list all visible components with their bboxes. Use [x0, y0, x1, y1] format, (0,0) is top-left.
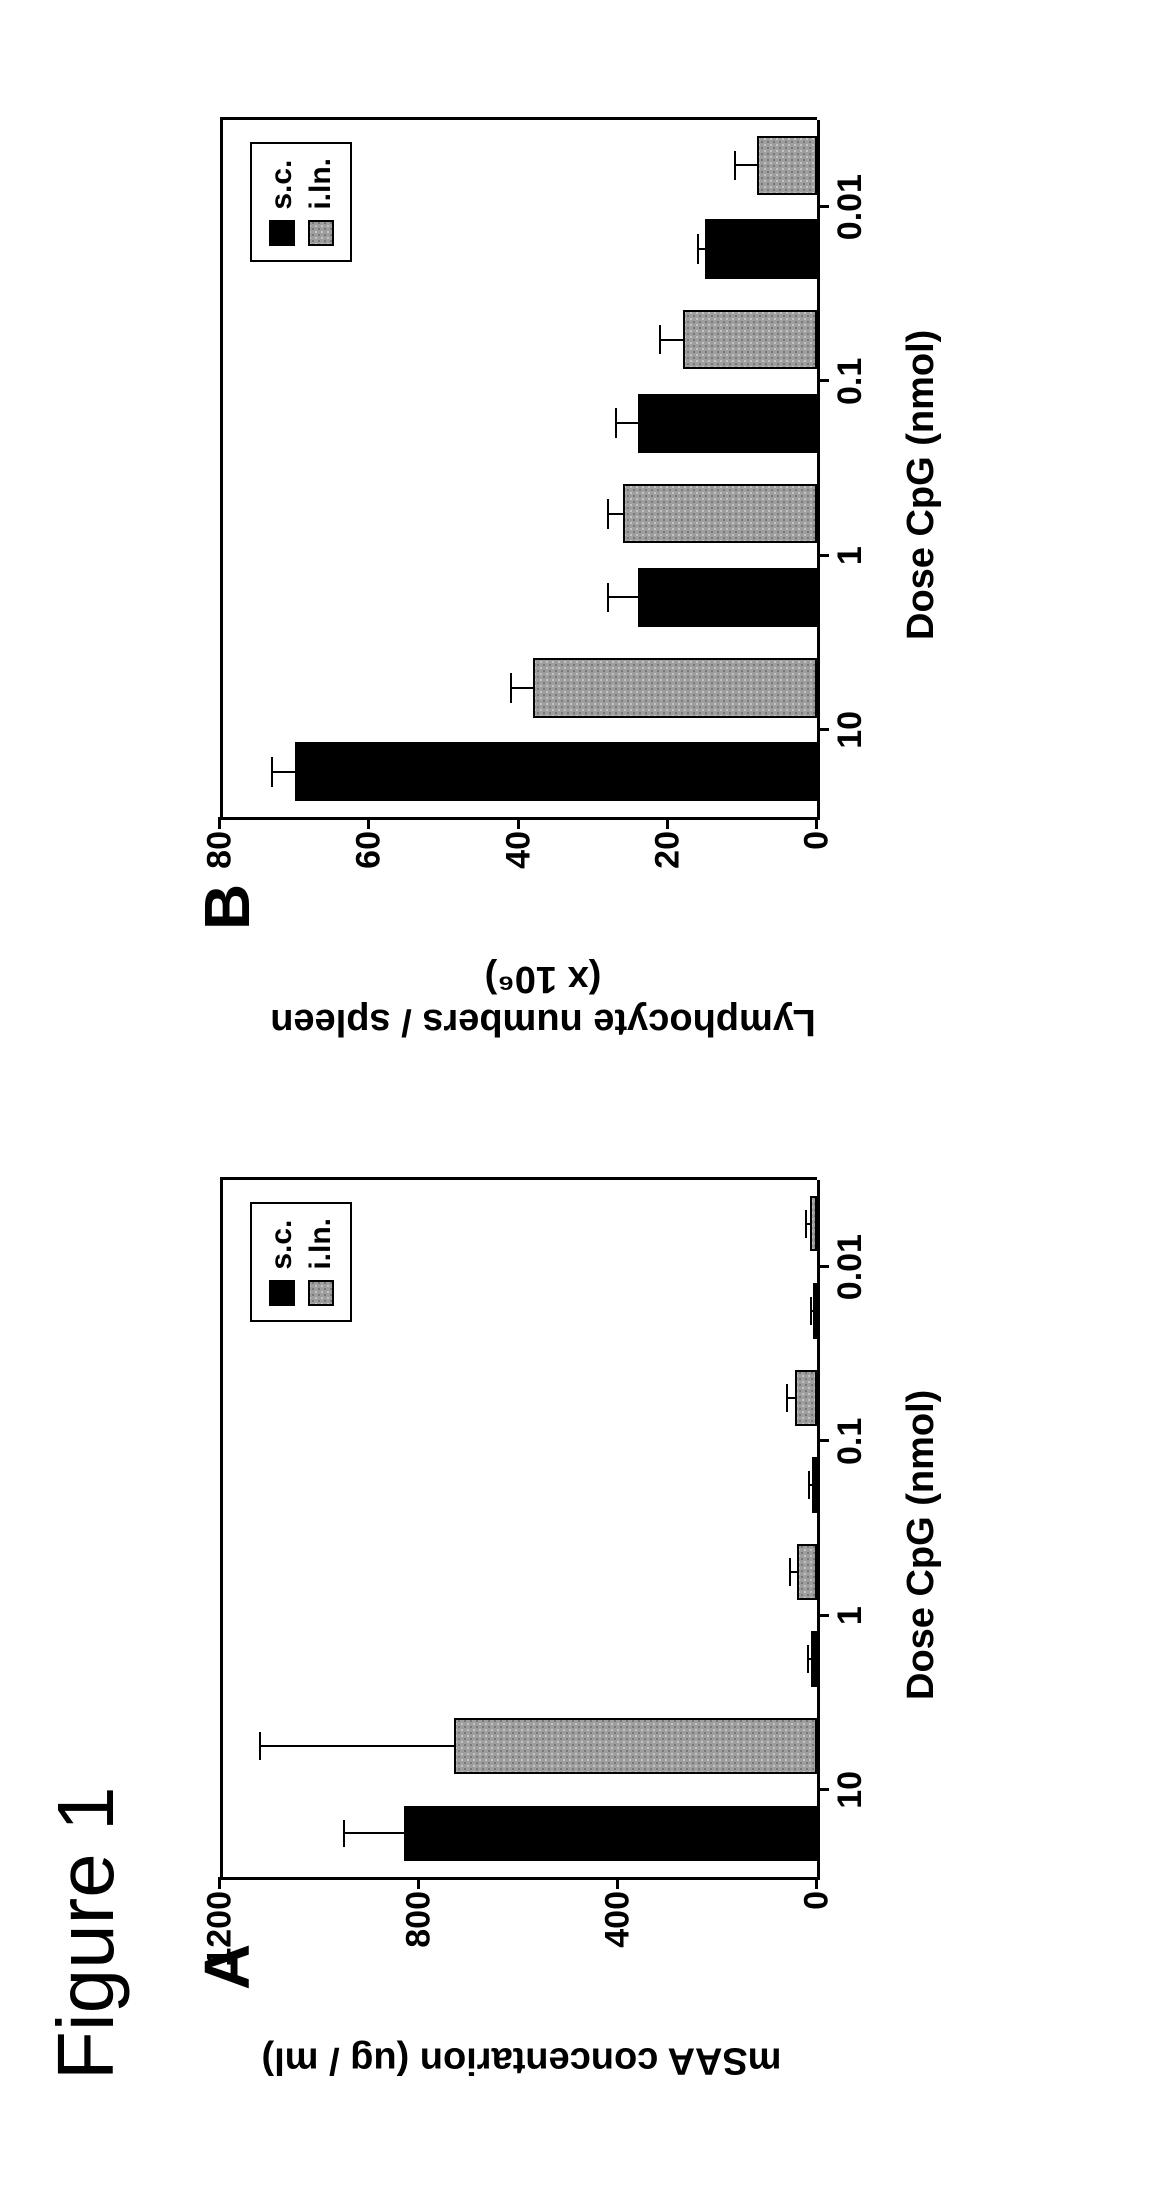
panel-a-chart: 040080012001010.10.01s.c.i.ln. [220, 1180, 820, 1880]
bar-iln [797, 1544, 817, 1600]
error-bar [616, 422, 638, 424]
bar-sc [812, 1457, 817, 1513]
error-cap [259, 1732, 261, 1760]
plot-border-right [220, 117, 817, 120]
legend-label: i.ln. [301, 158, 340, 210]
legend-label: i.ln. [301, 1218, 340, 1270]
x-tick-mark [817, 205, 829, 208]
error-bar [260, 1745, 454, 1747]
x-tick-mark [817, 1788, 829, 1791]
legend-item: s.c. [262, 1218, 301, 1306]
error-bar [272, 771, 294, 773]
panel-b-plot-area: 0204060801010.10.01s.c.i.ln. [220, 120, 820, 820]
panel-b-ylabel: Lymphocyte numbers / spleen (x 10⁶) [223, 957, 863, 1043]
error-cap [607, 499, 609, 529]
error-cap [510, 673, 512, 703]
panel-a-ylabel-text: mSAA concentarion (ug / ml) [261, 2040, 781, 2082]
bar-iln [454, 1718, 817, 1774]
x-tick-mark [817, 1614, 829, 1617]
legend-label: s.c. [262, 1220, 301, 1270]
panel-a-plot-area: 040080012001010.10.01s.c.i.ln. [220, 1180, 820, 1880]
x-tick-mark [817, 379, 829, 382]
figure-title: Figure 1 [40, 1787, 132, 2080]
bar-iln [757, 136, 817, 195]
legend-swatch [269, 1280, 295, 1306]
bar-sc [404, 1806, 817, 1862]
y-tick-mark [815, 817, 818, 829]
legend-swatch [308, 220, 334, 246]
y-tick-mark [517, 817, 520, 829]
plot-border-right [220, 1177, 817, 1180]
legend-swatch [269, 220, 295, 246]
error-cap [810, 1297, 812, 1325]
x-tick-mark [817, 1265, 829, 1268]
plot-border-top [220, 120, 223, 817]
bar-sc [295, 742, 817, 801]
error-bar [344, 1832, 404, 1834]
error-bar [608, 513, 623, 515]
panel-b-ylabel-text: Lymphocyte numbers / spleen [270, 1001, 816, 1043]
error-bar [790, 1571, 797, 1573]
bar-sc [638, 394, 817, 453]
error-cap [343, 1820, 345, 1848]
y-tick-mark [666, 817, 669, 829]
y-tick-mark [218, 817, 221, 829]
panel-b-xlabel: Dose CpG (nmol) [900, 330, 943, 640]
panel-b-chart: 0204060801010.10.01s.c.i.ln. [220, 120, 820, 820]
panel-a-xlabel: Dose CpG (nmol) [900, 1390, 943, 1700]
error-bar [735, 164, 757, 166]
legend: s.c.i.ln. [250, 142, 352, 262]
error-cap [615, 408, 617, 438]
x-tick-mark [817, 728, 829, 731]
plot-border-top [220, 1180, 223, 1877]
bar-iln [623, 484, 817, 543]
error-cap [697, 234, 699, 264]
panel-a: A mSAA concentarion (ug / ml) 0400800120… [200, 1120, 1020, 2080]
x-tick-mark [817, 1439, 829, 1442]
y-tick-mark [616, 1877, 619, 1889]
legend-item: i.ln. [301, 158, 340, 246]
error-bar [608, 596, 638, 598]
error-cap [807, 1645, 809, 1673]
bar-sc [705, 219, 817, 278]
x-tick-mark [817, 554, 829, 557]
legend-item: i.ln. [301, 1218, 340, 1306]
bar-sc [811, 1631, 817, 1687]
error-bar [698, 248, 705, 250]
panel-b-label: B [190, 884, 264, 930]
error-cap [659, 325, 661, 355]
bar-iln [795, 1370, 817, 1426]
error-cap [271, 757, 273, 787]
y-tick-mark [417, 1877, 420, 1889]
error-bar [511, 687, 533, 689]
error-cap [734, 151, 736, 181]
error-bar [660, 339, 682, 341]
panel-b-ylabel-sub: (x 10⁶) [223, 957, 863, 1000]
bar-sc [638, 568, 817, 627]
panel-a-ylabel: mSAA concentarion (ug / ml) [202, 2039, 842, 2082]
error-cap [805, 1210, 807, 1238]
error-cap [789, 1558, 791, 1586]
y-tick-label: 1200 [201, 1877, 240, 1967]
rotated-canvas: Figure 1 A mSAA concentarion (ug / ml) 0… [0, 0, 1156, 2200]
bar-sc [813, 1283, 817, 1339]
panel-b: B Lymphocyte numbers / spleen (x 10⁶) 02… [200, 60, 1020, 1020]
y-tick-mark [367, 817, 370, 829]
error-cap [808, 1471, 810, 1499]
error-cap [607, 583, 609, 613]
bar-iln [533, 658, 817, 717]
legend-label: s.c. [262, 160, 301, 210]
legend-swatch [308, 1280, 334, 1306]
error-cap [786, 1384, 788, 1412]
bar-iln [683, 310, 817, 369]
legend-item: s.c. [262, 158, 301, 246]
bar-iln [810, 1196, 817, 1252]
legend: s.c.i.ln. [250, 1202, 352, 1322]
y-tick-mark [218, 1877, 221, 1889]
error-bar [787, 1397, 794, 1399]
page: Figure 1 A mSAA concentarion (ug / ml) 0… [0, 0, 1156, 2200]
y-tick-mark [815, 1877, 818, 1889]
